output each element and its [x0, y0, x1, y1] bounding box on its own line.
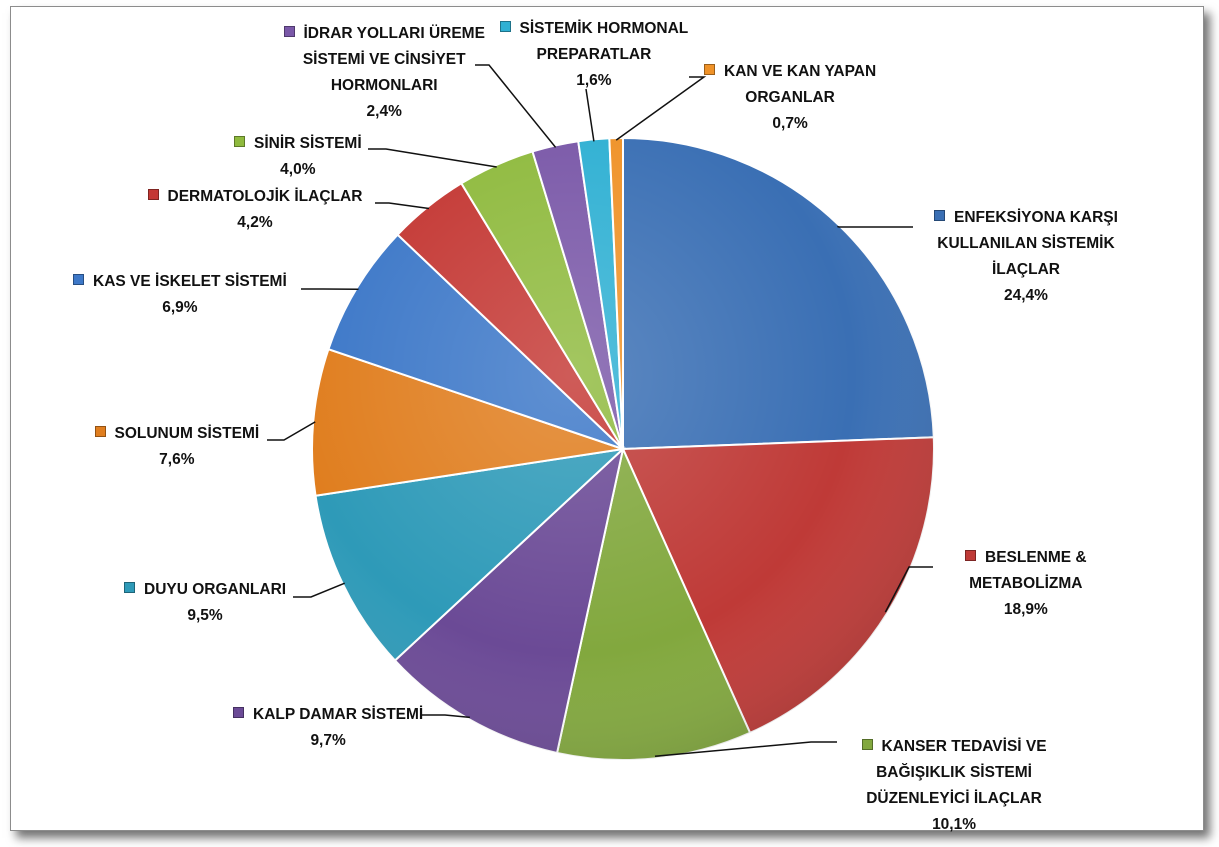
data-label-text: BESLENME &	[985, 549, 1087, 566]
data-label-percent: 10,1%	[932, 816, 977, 833]
data-label-name-line: KANSER TEDAVİSİ VE	[861, 734, 1047, 760]
data-label-name-line: BESLENME &	[965, 545, 1087, 571]
data-label-text: KULLANILAN SİSTEMİK	[937, 235, 1115, 252]
leader-line	[375, 202, 430, 210]
legend-swatch	[147, 189, 159, 200]
leader-line	[884, 566, 933, 613]
data-label: SİNİR SİSTEMİ 4,0%	[234, 131, 362, 183]
legend-swatch	[234, 136, 245, 147]
leader-line	[837, 225, 913, 228]
data-label-name-line: PREPARATLAR	[500, 42, 689, 68]
legend-swatch	[704, 64, 715, 75]
data-label-text: KAS VE İSKELET SİSTEMİ	[93, 273, 287, 290]
data-label-percent: 4,2%	[237, 214, 273, 231]
legend-swatch	[283, 26, 295, 37]
data-label-text: KALP DAMAR SİSTEMİ	[253, 706, 424, 723]
data-label-text: DERMATOLOJİK İLAÇLAR	[167, 188, 363, 205]
data-label-percent: 9,7%	[310, 732, 346, 749]
data-label-text: ENFEKSİYONA KARŞI	[954, 209, 1118, 226]
data-label-text: İLAÇLAR	[991, 261, 1060, 278]
data-label-name-line: İLAÇLAR	[934, 257, 1118, 283]
data-label-percent: 1,6%	[576, 72, 612, 89]
data-label-text: PREPARATLAR	[536, 46, 652, 63]
data-label-percent: 9,5%	[187, 607, 223, 624]
data-label-percent: 6,9%	[162, 299, 198, 316]
data-label: DUYU ORGANLARI 9,5%	[124, 577, 286, 629]
legend-swatch	[233, 707, 244, 718]
data-label-percent: 18,9%	[1003, 601, 1048, 618]
data-label-name-line: İDRAR YOLLARI ÜREME	[283, 21, 485, 47]
leader-line	[615, 76, 707, 141]
data-label-text: SİSTEMİ VE CİNSİYET	[302, 51, 466, 68]
data-label-percent: 24,4%	[1003, 287, 1048, 304]
data-label-percent: 2,4%	[366, 103, 402, 120]
data-label: BESLENME & METABOLİZMA 18,9%	[965, 545, 1087, 623]
data-label-name-line: SİSTEMİK HORMONAL	[499, 16, 689, 42]
pie-slice	[622, 136, 935, 451]
data-label-name-line: KULLANILAN SİSTEMİK	[934, 231, 1118, 257]
data-label: İDRAR YOLLARI ÜREME SİSTEMİ VE CİNSİYET HO…	[283, 21, 485, 125]
data-label-text: KANSER TEDAVİSİ VE	[881, 738, 1047, 755]
chart-frame: ENFEKSİYONA KARŞI KULLANILAN SİSTEMİK İLAÇ…	[10, 6, 1204, 833]
pie-chart	[267, 64, 935, 761]
data-label-percent: 0,7%	[772, 115, 808, 132]
data-label-name-line: KAN VE KAN YAPAN	[704, 59, 876, 85]
data-label: SOLUNUM SİSTEMİ 7,6%	[94, 421, 260, 473]
data-label-text: SİSTEMİK HORMONAL	[519, 20, 689, 37]
data-label: KANSER TEDAVİSİ VE BAĞIŞIKLIK SİSTEMİ DÜZE…	[861, 734, 1047, 838]
data-label-name-line: SİSTEMİ VE CİNSİYET	[284, 47, 485, 73]
legend-swatch	[965, 550, 976, 561]
data-label-name-line: KAS VE İSKELET SİSTEMİ	[73, 269, 287, 295]
data-label-name-line: SİNİR SİSTEMİ	[234, 131, 362, 157]
data-label: ENFEKSİYONA KARŞI KULLANILAN SİSTEMİK İLAÇ…	[934, 205, 1118, 309]
data-label-text: SOLUNUM SİSTEMİ	[114, 425, 260, 442]
legend-swatch	[934, 210, 945, 221]
leader-line	[585, 88, 595, 142]
legend-swatch	[73, 274, 84, 285]
data-label-text: DÜZENLEYİCİ İLAÇLAR	[866, 790, 1042, 807]
data-label-name-line: BAĞIŞIKLIK SİSTEMİ	[862, 760, 1047, 786]
data-label-name-line: HORMONLARI	[284, 73, 485, 99]
leader-line	[293, 582, 345, 598]
legend-swatch	[499, 21, 511, 32]
leader-line	[475, 64, 557, 148]
data-label-name-line: DÜZENLEYİCİ İLAÇLAR	[862, 786, 1047, 812]
data-label-text: HORMONLARI	[330, 77, 438, 94]
legend-swatch	[124, 582, 135, 593]
data-label-name-line: ORGANLAR	[704, 85, 876, 111]
data-label-name-line: SOLUNUM SİSTEMİ	[94, 421, 260, 447]
data-label-percent: 4,0%	[280, 161, 316, 178]
legend-swatch	[861, 739, 873, 750]
data-label-percent: 7,6%	[159, 451, 195, 468]
leader-line	[654, 741, 837, 758]
data-label-text: ORGANLAR	[745, 89, 835, 106]
data-label-name-line: METABOLİZMA	[965, 571, 1087, 597]
data-label: KAS VE İSKELET SİSTEMİ 6,9%	[73, 269, 287, 321]
data-label-name-line: DERMATOLOJİK İLAÇLAR	[147, 184, 363, 210]
data-label-text: SİNİR SİSTEMİ	[254, 135, 362, 152]
data-label-text: DUYU ORGANLARI	[144, 581, 287, 598]
legend-swatch	[94, 426, 106, 437]
data-label-text: BAĞIŞIKLIK SİSTEMİ	[876, 764, 1032, 781]
data-label: KALP DAMAR SİSTEMİ 9,7%	[233, 702, 423, 754]
data-label: KAN VE KAN YAPAN ORGANLAR 0,7%	[704, 59, 876, 137]
data-label-name-line: DUYU ORGANLARI	[124, 577, 286, 603]
data-label-text: KAN VE KAN YAPAN	[724, 63, 877, 80]
data-label-text: METABOLİZMA	[969, 575, 1083, 592]
data-label-name-line: ENFEKSİYONA KARŞI	[934, 205, 1118, 231]
data-label-name-line: KALP DAMAR SİSTEMİ	[233, 702, 423, 728]
data-label: SİSTEMİK HORMONAL PREPARATLAR 1,6%	[499, 16, 689, 94]
data-label: DERMATOLOJİK İLAÇLAR 4,2%	[147, 184, 363, 236]
leader-line	[421, 714, 470, 719]
data-label-text: İDRAR YOLLARI ÜREME	[303, 25, 485, 42]
leader-line	[368, 148, 497, 168]
leader-line	[267, 421, 316, 441]
